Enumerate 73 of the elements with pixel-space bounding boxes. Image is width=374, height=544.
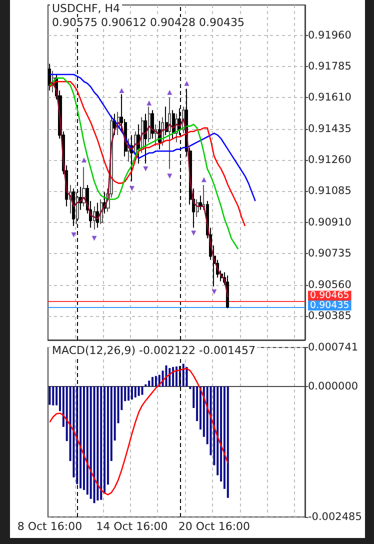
line-series [49,80,246,227]
candlestick [93,206,96,230]
ref-line-label: 0.90465 [310,290,350,302]
candlestick [199,195,202,210]
y-tick-label: -0.002485 [308,511,362,523]
bar [226,386,229,498]
bar [96,386,99,500]
y-tick-label: 0.90385 [308,310,352,322]
point [143,166,148,172]
candlestick [148,106,151,143]
candlestick [168,97,171,170]
y-tick-label: 0.91960 [308,29,352,42]
candlestick [144,113,147,164]
bar [100,386,102,500]
candlestick [151,110,154,140]
y-tick-label: 0.90560 [308,278,352,291]
point [191,230,196,236]
chart-title: USDCHF, H4 [52,2,120,15]
line-series [49,80,229,298]
y-tick-label: 0.91435 [308,122,352,135]
bar [48,386,51,405]
bar [128,386,130,401]
point [201,177,206,182]
bar [172,366,174,386]
y-tick-label: 0.91260 [308,154,352,166]
line-series [49,77,239,250]
point [212,289,217,294]
candlestick [134,131,137,157]
bar [152,376,154,386]
y-tick-label: 0.91610 [308,92,352,104]
bar [154,376,157,386]
bar [86,386,88,495]
bar [130,386,133,400]
ref-line-label: 0.90435 [310,300,350,312]
line-series [49,74,256,202]
bar [168,368,171,386]
point [81,158,86,163]
candlestick [202,184,205,210]
bar [93,386,96,504]
x-tick-label: 20 Oct 16:00 [178,520,250,533]
bar [80,386,82,488]
x-tick-label: 14 Oct 16:00 [96,520,168,533]
y-tick-label: 0.000741 [308,342,358,354]
bar [90,386,92,499]
y-tick-label: 0.000000 [308,380,358,392]
point [119,88,124,94]
point [129,186,134,192]
point [71,232,76,238]
candlestick [82,166,86,207]
bar [148,380,150,386]
point [184,80,190,86]
bar [186,366,188,386]
point [92,236,97,241]
annotation: 0.90575 0.90612 0.90428 0.90435 [52,16,244,29]
point [146,100,152,106]
y-tick-label: 0.91085 [308,185,352,198]
bar [52,386,54,406]
line-series [49,368,229,496]
y-tick-label: 0.90735 [308,248,352,260]
candlestick [130,134,133,182]
point [167,90,172,95]
point [167,174,172,179]
bar [176,366,178,386]
bar [141,386,144,395]
bar [182,364,184,386]
candlestick [72,188,75,226]
x-tick-label: 8 Oct 16:00 [17,520,82,533]
y-tick-label: 0.90910 [308,216,352,228]
candlestick [48,63,51,92]
bar [134,386,136,398]
bar [138,386,140,396]
annotation: MACD(12,26,9) -0.002122 -0.001457 [52,344,256,357]
y-tick-label: 0.91785 [308,60,352,72]
